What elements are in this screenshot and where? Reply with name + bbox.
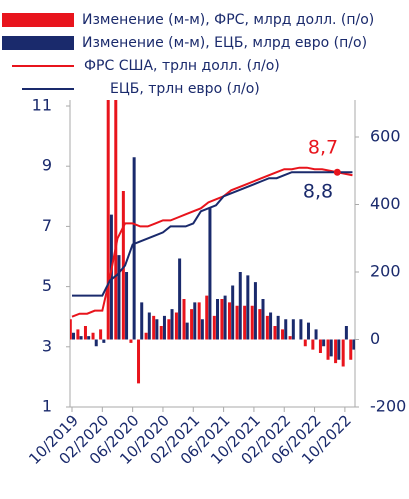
bar	[269, 312, 273, 340]
bar	[261, 299, 265, 340]
y-tick-label: 5	[42, 276, 52, 295]
legend-swatch	[2, 13, 74, 27]
bar	[314, 329, 318, 340]
bar	[306, 322, 310, 340]
bar	[70, 319, 72, 340]
bar	[83, 326, 87, 340]
bar	[337, 339, 341, 360]
bar	[76, 329, 80, 340]
legend-swatch	[2, 36, 74, 50]
bar	[311, 339, 315, 350]
bar	[197, 302, 201, 340]
bar	[349, 339, 353, 360]
bar	[129, 339, 133, 343]
bar	[231, 285, 235, 340]
bar	[227, 302, 231, 340]
bar	[291, 319, 295, 340]
bar	[265, 315, 269, 340]
bar	[144, 332, 148, 340]
bar	[132, 157, 136, 340]
bar	[276, 315, 280, 340]
bar	[273, 326, 277, 340]
bar	[205, 295, 209, 340]
bar	[318, 339, 322, 353]
y-tick-label: 3	[42, 336, 52, 355]
bar	[352, 339, 355, 350]
bar	[91, 332, 95, 340]
legend-label: ЕЦБ, трлн евро (л/о)	[110, 81, 260, 97]
bar	[99, 329, 103, 340]
annotation: 8,8	[303, 181, 333, 203]
bar	[246, 275, 250, 340]
bar	[250, 305, 254, 340]
bar	[102, 339, 106, 343]
bar	[147, 312, 151, 340]
y-tick-label: 7	[42, 216, 52, 235]
bar	[216, 299, 220, 340]
y2-tick-label: 600	[370, 127, 401, 146]
bar	[253, 282, 257, 340]
bars	[70, 100, 355, 384]
bar	[117, 255, 121, 340]
bar	[238, 272, 242, 340]
legend-label: Изменение (м-м), ФРС, млрд долл. (п/о)	[82, 12, 374, 28]
bar	[235, 305, 239, 340]
bar	[140, 302, 144, 340]
bar	[114, 100, 118, 340]
bar	[223, 295, 227, 340]
legend-label: Изменение (м-м), ЕЦБ, млрд евро (п/о)	[82, 35, 367, 51]
bar	[167, 319, 171, 340]
bar	[281, 329, 285, 340]
bar	[185, 322, 189, 340]
bar	[334, 339, 338, 364]
bar	[170, 309, 174, 340]
bar	[326, 339, 330, 360]
bar	[190, 309, 194, 340]
bar	[106, 100, 110, 340]
bar	[329, 339, 333, 357]
bar	[322, 339, 326, 347]
y2-tick-label: -200	[370, 397, 406, 416]
bar	[125, 272, 129, 340]
y-tick-label: 11	[32, 96, 52, 115]
bar	[284, 319, 288, 340]
bar	[258, 309, 262, 340]
bar	[212, 315, 216, 340]
bar	[208, 207, 212, 340]
bar	[121, 191, 125, 340]
bar	[137, 339, 141, 384]
bar	[79, 336, 83, 340]
bar	[344, 326, 348, 340]
bar	[243, 305, 247, 340]
y2-tick-label: 200	[370, 262, 401, 281]
bar	[303, 339, 307, 347]
y-tick-label: 1	[42, 397, 52, 416]
bar	[72, 332, 75, 340]
bar	[341, 339, 345, 367]
line	[71, 166, 353, 318]
bar	[178, 258, 182, 340]
bar	[182, 299, 186, 340]
y2-tick-label: 400	[370, 194, 401, 213]
bar	[193, 302, 197, 340]
legend-label: ФРС США, трлн долл. (л/о)	[84, 58, 280, 74]
y-tick-label: 9	[42, 156, 52, 175]
bar	[155, 319, 159, 340]
y2-tick-label: 0	[370, 329, 380, 348]
bar	[87, 336, 91, 340]
bar	[162, 315, 166, 340]
bar	[220, 299, 224, 340]
marker	[333, 168, 341, 176]
bar	[288, 336, 292, 340]
bar	[200, 319, 204, 340]
bar	[152, 315, 156, 340]
bar	[109, 214, 113, 340]
bar	[174, 312, 178, 340]
annotation: 8,7	[308, 137, 338, 159]
line	[72, 171, 353, 297]
bar	[299, 319, 303, 340]
bar	[159, 326, 163, 340]
bar	[94, 339, 98, 347]
